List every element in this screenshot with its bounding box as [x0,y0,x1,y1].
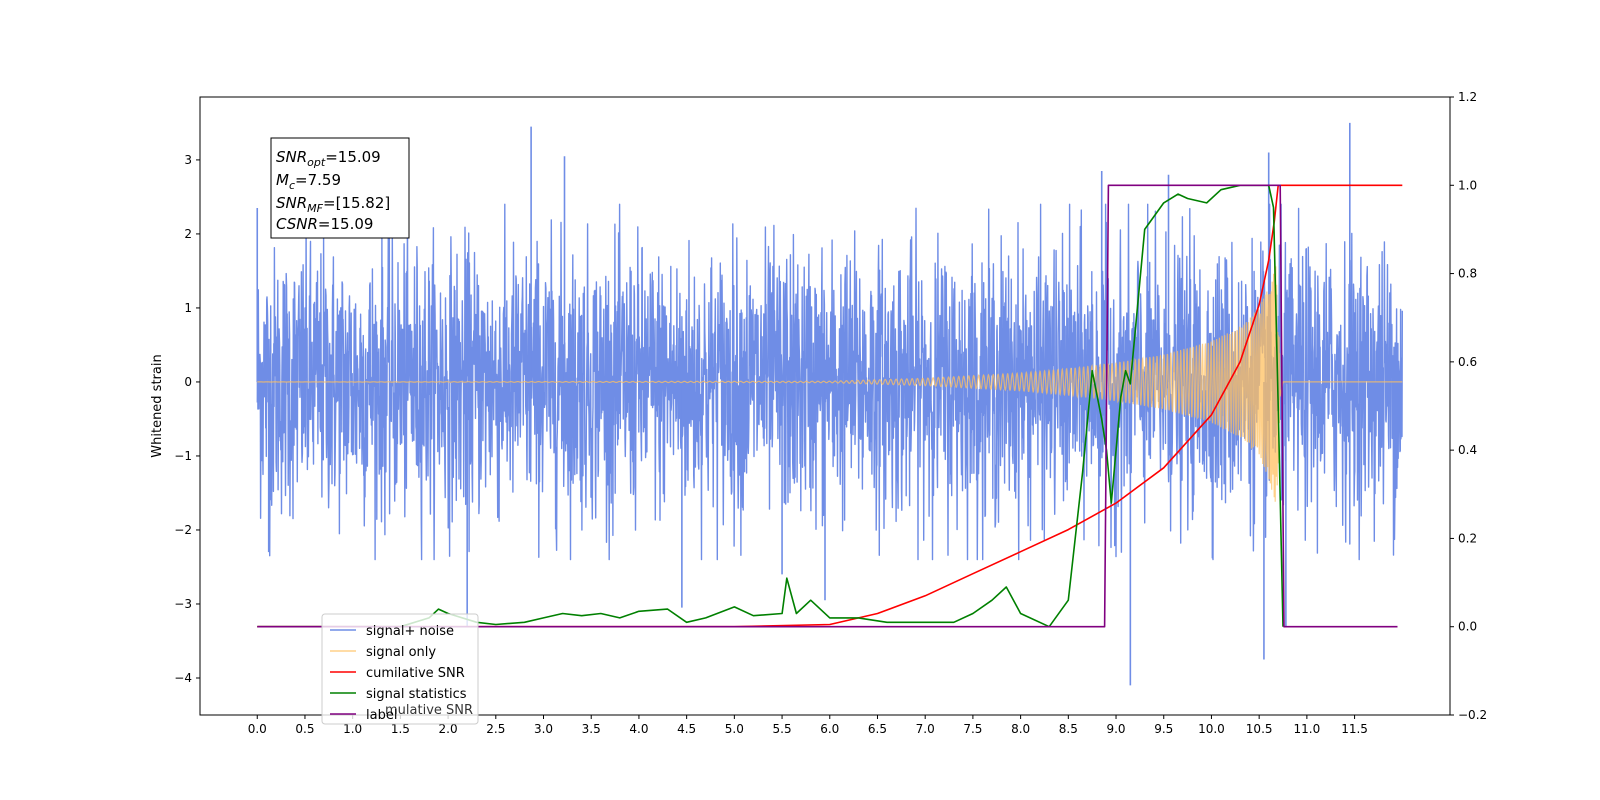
x-tick-label: 6.0 [820,722,839,736]
y-tick-label: −4 [174,671,192,685]
y-axis-left: 3 2 1 0 −1 −2 −3 −4 [174,153,200,685]
y2-tick-label: 1.0 [1458,178,1477,192]
x-tick-label: 4.5 [677,722,696,736]
x-tick-label: 5.0 [725,722,744,736]
y-tick-label: −2 [174,523,192,537]
x-tick-label: 4.0 [629,722,648,736]
legend-entry: signal+ noise [366,624,454,639]
series-signal-statistics-line [257,184,1284,628]
x-tick-label: 0.0 [248,722,267,736]
series-signal-only-line [257,263,1403,502]
y-tick-label: 1 [184,301,192,315]
legend-entry: signal statistics [366,687,467,702]
info-chirp-mass: Mc=7.59 [276,171,341,192]
y-axis-label: Whitened strain [150,354,165,457]
x-tick-label: 1.0 [343,722,362,736]
x-tick-label: 10.0 [1198,722,1225,736]
y2-tick-label: 0.2 [1458,531,1477,545]
legend-entry: cumilative SNR [366,666,465,681]
x-tick-label: 3.5 [582,722,601,736]
legend-entry: label [366,708,397,723]
legend-entry: signal only [366,645,436,660]
legend-hidden-fragment: mulative SNR [385,703,473,718]
x-tick-label: 7.5 [963,722,982,736]
x-tick-label: 1.5 [391,722,410,736]
legend: mulative SNR signal+ noise signal only cum… [321,613,479,725]
series-cumilative-snr-line [257,184,1403,628]
x-tick-label: 8.5 [1059,722,1078,736]
x-tick-label: 9.5 [1154,722,1173,736]
x-tick-label: 7.0 [916,722,935,736]
series-signal-noise-line [256,203,1403,561]
y2-tick-label: 1.2 [1458,90,1477,104]
y-axis-right: 1.2 1.0 0.8 0.6 0.4 0.2 0.0 −0.2 [1450,90,1487,722]
y-tick-label: 3 [184,153,192,167]
x-tick-label: 3.0 [534,722,553,736]
series-label-line [257,184,1398,628]
info-snr-opt: SNRopt=15.09 [276,148,381,169]
y2-tick-label: 0.8 [1458,267,1477,281]
x-tick-label: 11.5 [1341,722,1368,736]
x-axis: 0.0 0.5 1.0 1.5 2.0 2.5 3.0 3.5 4.0 4.5 5.0 5.5 6.0 6… [248,715,1368,736]
plot-frame [199,96,1451,716]
y-tick-label: −1 [174,449,192,463]
info-snr-mf: SNRMF=[15.82] [276,194,390,215]
x-tick-label: 2.5 [486,722,505,736]
x-tick-label: 5.5 [773,722,792,736]
y-tick-label: −3 [174,597,192,611]
info-box: SNRopt=15.09 Mc=7.59 SNRMF=[15.82] CSNR=… [270,137,410,239]
y-tick-label: 2 [184,227,192,241]
x-tick-label: 11.0 [1294,722,1321,736]
x-tick-label: 6.5 [868,722,887,736]
y2-tick-label: 0.6 [1458,355,1477,369]
y2-tick-label: 0.4 [1458,443,1477,457]
x-tick-label: 10.5 [1246,722,1273,736]
info-csnr: CSNR=15.09 [276,215,373,233]
y-tick-label: 0 [184,375,192,389]
x-tick-label: 9.0 [1106,722,1125,736]
y2-tick-label: −0.2 [1458,708,1487,722]
x-tick-label: 8.0 [1011,722,1030,736]
y2-tick-label: 0.0 [1458,620,1477,634]
x-tick-label: 2.0 [439,722,458,736]
x-tick-label: 0.5 [295,722,314,736]
plot-area [256,122,1403,686]
